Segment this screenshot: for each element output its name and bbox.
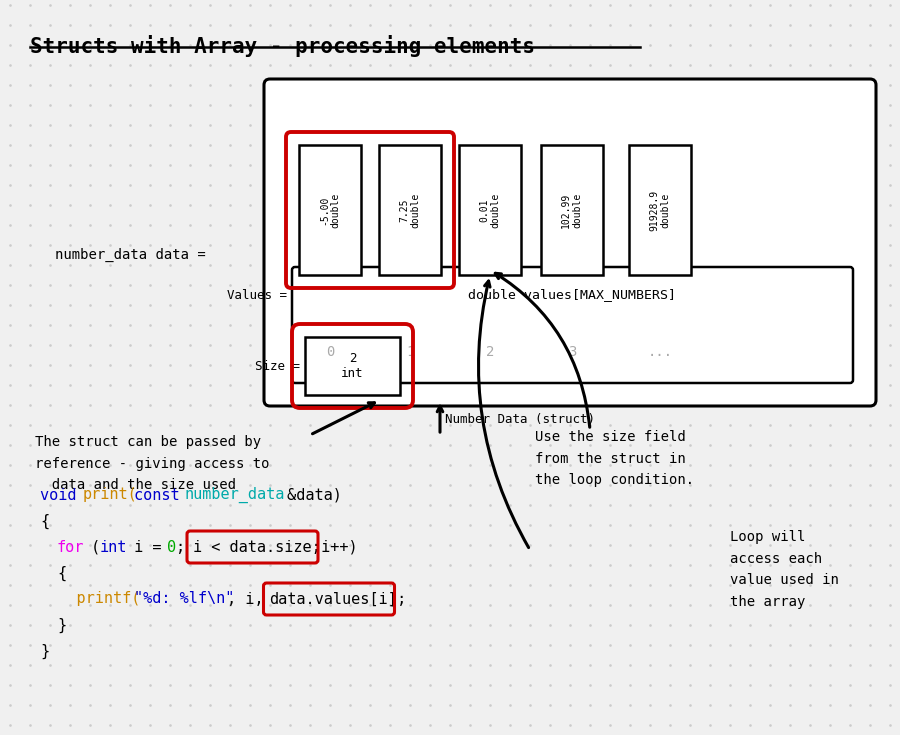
Text: ...: ... <box>647 345 672 359</box>
Text: 1: 1 <box>406 345 414 359</box>
Bar <box>541 145 603 275</box>
Text: 102.99
double: 102.99 double <box>562 193 583 228</box>
Text: number_data data =: number_data data = <box>55 248 206 262</box>
Text: "%d: %lf\n": "%d: %lf\n" <box>133 592 234 606</box>
Text: print(: print( <box>83 487 137 503</box>
Text: i++): i++) <box>312 539 357 554</box>
Text: Structs with Array - processing elements: Structs with Array - processing elements <box>30 35 535 57</box>
Text: 0: 0 <box>326 345 334 359</box>
Text: {: { <box>57 565 66 581</box>
Text: -5.00
double: -5.00 double <box>320 193 341 228</box>
Text: ;: ; <box>176 539 194 554</box>
Text: double values[MAX_NUMBERS]: double values[MAX_NUMBERS] <box>469 289 677 301</box>
Text: }: } <box>57 617 66 633</box>
FancyBboxPatch shape <box>264 79 876 406</box>
Text: 2
int: 2 int <box>341 352 364 380</box>
Text: 3: 3 <box>568 345 576 359</box>
Bar <box>305 337 400 395</box>
Text: printf(: printf( <box>40 592 140 606</box>
Text: Loop will
access each
value used in
the array: Loop will access each value used in the … <box>730 530 839 609</box>
Text: Values =: Values = <box>227 289 287 301</box>
Bar <box>299 145 361 275</box>
Text: , i,: , i, <box>227 592 273 606</box>
Text: int: int <box>100 539 127 554</box>
Text: 7.25
double: 7.25 double <box>400 193 421 228</box>
Text: number_data: number_data <box>184 487 285 503</box>
Text: The struct can be passed by
reference - giving access to
  data and the size use: The struct can be passed by reference - … <box>35 435 269 492</box>
Bar <box>629 145 691 275</box>
Text: data.values[i]: data.values[i] <box>269 592 397 606</box>
Text: 0: 0 <box>167 539 176 554</box>
Text: for: for <box>57 539 85 554</box>
Text: 91928.9
double: 91928.9 double <box>649 190 670 231</box>
Bar <box>459 145 521 275</box>
FancyBboxPatch shape <box>292 267 853 383</box>
Text: &data): &data) <box>278 487 342 503</box>
Text: void: void <box>40 487 86 503</box>
Bar <box>379 145 441 275</box>
Text: );: ); <box>389 592 407 606</box>
Text: 0.01
double: 0.01 double <box>479 193 500 228</box>
Text: i < data.size;: i < data.size; <box>193 539 320 554</box>
Text: (: ( <box>83 539 101 554</box>
Text: Size =: Size = <box>255 359 300 373</box>
Text: Use the size field
from the struct in
the loop condition.: Use the size field from the struct in th… <box>535 430 694 487</box>
Text: i =: i = <box>125 539 171 554</box>
Text: }: } <box>40 643 50 659</box>
Text: const: const <box>133 487 188 503</box>
Text: 2: 2 <box>486 345 494 359</box>
Text: Number Data (struct): Number Data (struct) <box>445 413 595 426</box>
Text: {: { <box>40 514 50 528</box>
